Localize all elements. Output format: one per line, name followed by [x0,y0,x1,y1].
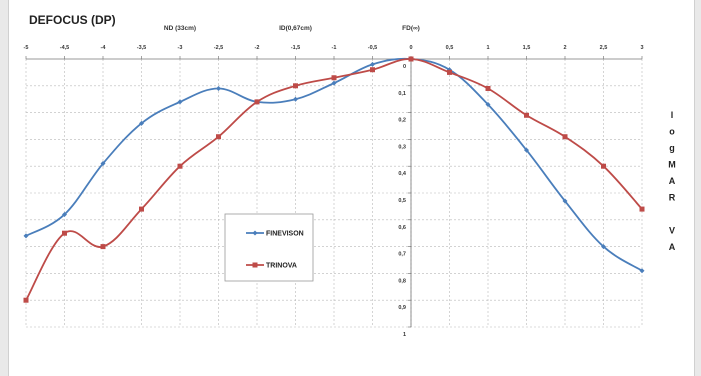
x-tick-label: -0,5 [368,45,377,51]
y-label-letter: o [669,127,675,137]
x-tick-label: 2,5 [600,45,608,51]
data-point [562,198,568,204]
legend-marker [252,262,258,268]
data-point [216,85,221,91]
y-tick-label: 0,1 [398,91,406,97]
x-tick-label: -3,5 [137,45,146,51]
data-point [62,230,67,236]
legend-marker [252,230,258,236]
data-point [23,233,29,239]
y-tick-labels: 0 0,1 0,2 0,3 0,4 0,5 0,6 0,7 0,8 0,9 1 [398,64,407,338]
data-point [331,75,337,81]
x-tick-label: -3 [178,45,183,51]
y-tick-label: 0,5 [398,198,406,204]
top-label: ID(0,67cm) [279,25,312,32]
grid [25,59,643,328]
y-tick-label: 0,3 [398,144,406,150]
x-tick-label: -5 [24,45,29,51]
y-tick-label: 1 [403,332,406,338]
series-group [23,56,645,303]
data-point [485,102,491,108]
x-tick-label: -2 [255,45,260,51]
y-tick-label: 0,2 [398,118,406,124]
y-tick-label: 0,4 [398,171,407,177]
data-point [370,67,375,73]
y-label-letter: A [669,242,676,252]
data-point [331,80,337,86]
y-label-letter: M [668,160,676,170]
data-point [177,163,183,169]
top-labels: ND (33cm) ID(0,67cm) FD(∞) [164,25,420,32]
y-label-letter: g [669,143,675,153]
x-tick-label: -4,5 [60,45,69,51]
top-label: ND (33cm) [164,25,196,32]
data-point [408,56,414,62]
data-point [23,297,29,303]
x-tick-label: -2,5 [214,45,223,51]
data-point [447,69,452,75]
x-tick-label: -4 [101,45,107,51]
data-point [524,147,529,153]
y-tick-label: 0,8 [398,278,406,284]
chart-title: DEFOCUS (DP) [29,13,116,27]
data-point [177,99,183,105]
x-tick-label: 0 [409,45,412,51]
data-point [485,85,491,91]
chart-frame: DEFOCUS (DP) -5 -4,5 -4 -3,5 -3 -2,5 -2 -1,5 -1-… [8,0,695,376]
data-point [139,206,144,212]
data-point [601,244,606,250]
x-tick-label: -1,5 [291,45,300,51]
data-point [100,244,106,250]
data-point [216,134,221,140]
data-point [370,61,375,67]
data-point [639,268,645,274]
y-label-letter: V [669,226,675,236]
x-tick-label: 0,5 [446,45,454,51]
legend-item-finevison: FINEVISON [246,230,304,238]
data-point [62,211,67,217]
data-point [524,112,529,118]
legend-box [224,213,314,282]
legend: FINEVISON TRINOVA [224,213,314,282]
data-point [100,161,106,167]
series-trinova [23,56,645,303]
legend-item-trinova: TRINOVA [246,262,297,270]
data-point [562,134,568,140]
y-tick-label: 0,6 [398,225,406,231]
data-point [139,120,144,126]
y-label-letter: l [671,110,674,120]
y-label-letter: R [669,193,676,203]
legend-label: FINEVISON [266,231,304,238]
defocus-chart: DEFOCUS (DP) -5 -4,5 -4 -3,5 -3 -2,5 -2 -1,5 -1-… [23,13,676,338]
data-point [639,206,645,212]
y-tick-label: 0,9 [398,305,406,311]
x-tick-labels: -5 -4,5 -4 -3,5 -3 -2,5 -2 -1,5 -1 -0,5 0 0,5 1 1,5 2 2… [24,45,644,51]
data-point [601,163,606,169]
top-label: FD(∞) [402,25,420,32]
x-tick-label: -1 [332,45,337,51]
x-tick-label: 1,5 [523,45,531,51]
x-tick-label: 3 [640,45,643,51]
x-tick-label: 1 [486,45,489,51]
axes [25,56,643,328]
data-point [293,96,298,102]
data-point [254,99,260,105]
y-tick-label: 0 [403,64,406,70]
legend-label: TRINOVA [266,263,297,270]
y-label-letter: A [669,176,676,186]
y-tick-label: 0,7 [398,252,406,258]
x-tick-label: 2 [563,45,566,51]
data-point [293,83,298,89]
